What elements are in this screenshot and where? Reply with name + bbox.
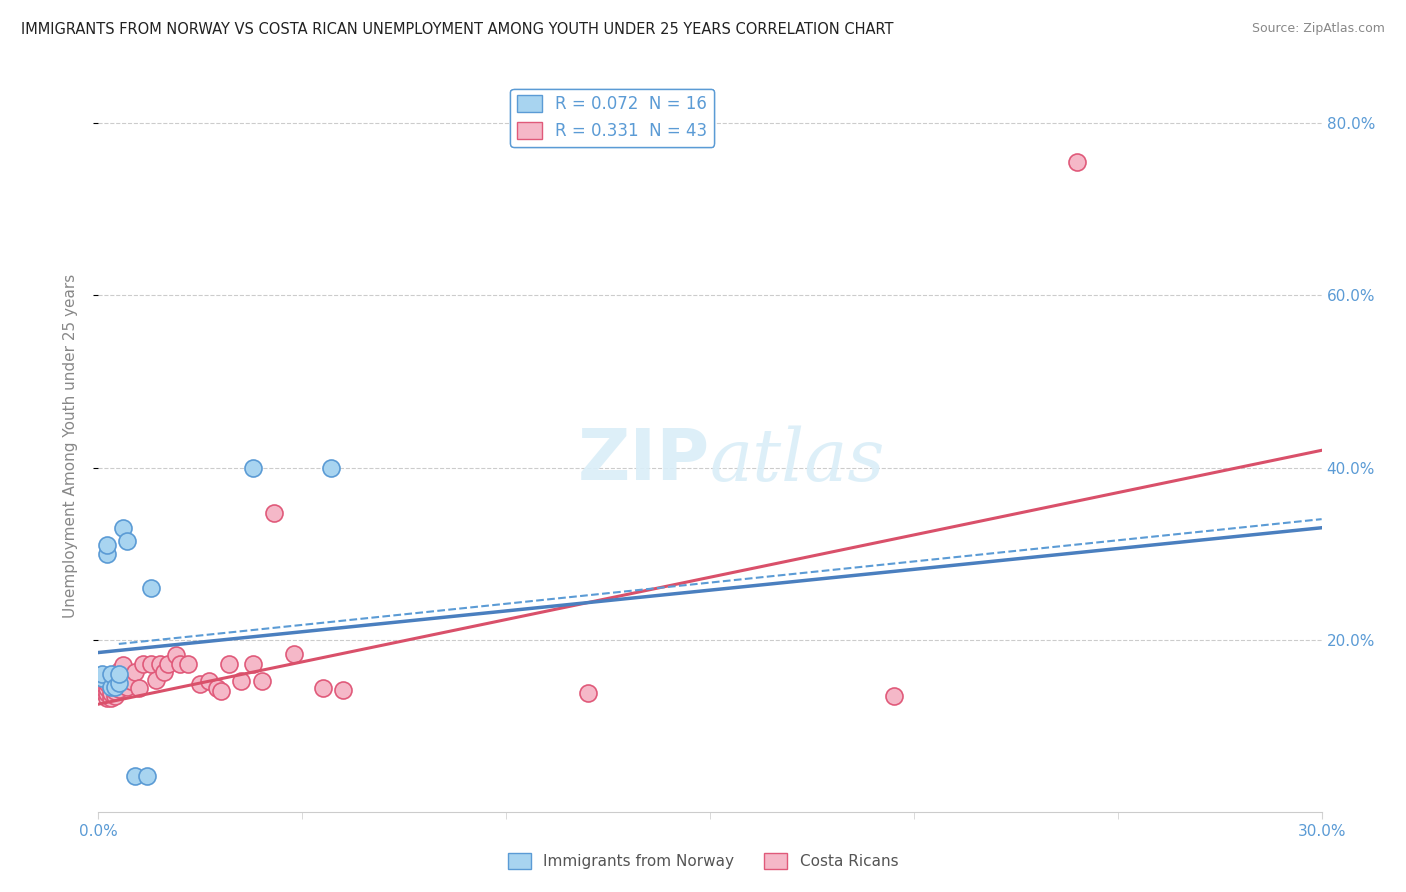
Point — [104, 680, 127, 694]
Point — [283, 647, 305, 661]
Point — [188, 677, 212, 691]
Point — [242, 657, 264, 671]
Point — [96, 547, 118, 561]
Point — [141, 581, 163, 595]
Point — [120, 673, 142, 688]
Point — [104, 690, 127, 704]
Point — [145, 673, 167, 687]
Point — [96, 538, 118, 552]
Point — [108, 665, 131, 679]
Y-axis label: Unemployment Among Youth under 25 years: Unemployment Among Youth under 25 years — [63, 274, 77, 618]
Point — [156, 657, 179, 671]
Text: IMMIGRANTS FROM NORWAY VS COSTA RICAN UNEMPLOYMENT AMONG YOUTH UNDER 25 YEARS CO: IMMIGRANTS FROM NORWAY VS COSTA RICAN UN… — [21, 22, 894, 37]
Point — [197, 673, 219, 688]
Point — [141, 657, 163, 671]
Text: atlas: atlas — [710, 425, 886, 496]
Point — [205, 681, 228, 695]
Point — [91, 671, 114, 685]
Point — [1066, 155, 1088, 169]
Point — [177, 657, 200, 671]
Point — [165, 648, 187, 662]
Point — [242, 460, 264, 475]
Point — [104, 684, 127, 698]
Point — [263, 506, 285, 520]
Point — [96, 691, 118, 706]
Legend: R = 0.072  N = 16, R = 0.331  N = 43: R = 0.072 N = 16, R = 0.331 N = 43 — [510, 88, 714, 146]
Point — [100, 686, 122, 700]
Point — [100, 679, 122, 693]
Point — [91, 684, 114, 698]
Point — [115, 533, 138, 548]
Point — [218, 657, 240, 671]
Point — [96, 686, 118, 700]
Point — [250, 673, 273, 688]
Point — [100, 667, 122, 681]
Point — [111, 521, 134, 535]
Point — [883, 690, 905, 704]
Point — [124, 665, 146, 680]
Point — [132, 657, 155, 671]
Point — [96, 675, 118, 690]
Point — [332, 682, 354, 697]
Point — [91, 667, 114, 681]
Point — [209, 684, 232, 698]
Point — [152, 665, 174, 680]
Point — [100, 691, 122, 706]
Point — [115, 680, 138, 694]
Legend: Immigrants from Norway, Costa Ricans: Immigrants from Norway, Costa Ricans — [502, 847, 904, 875]
Point — [319, 460, 342, 475]
Point — [108, 667, 131, 681]
Point — [108, 681, 131, 696]
Text: ZIP: ZIP — [578, 426, 710, 495]
Point — [312, 681, 335, 695]
Point — [96, 681, 118, 695]
Point — [169, 657, 191, 671]
Text: Source: ZipAtlas.com: Source: ZipAtlas.com — [1251, 22, 1385, 36]
Point — [136, 768, 159, 782]
Point — [91, 675, 114, 690]
Point — [231, 673, 253, 688]
Point — [91, 680, 114, 694]
Point — [108, 675, 131, 690]
Point — [128, 681, 150, 695]
Point — [576, 686, 599, 700]
Point — [100, 680, 122, 694]
Point — [149, 657, 172, 671]
Point — [111, 658, 134, 673]
Point — [124, 768, 146, 782]
